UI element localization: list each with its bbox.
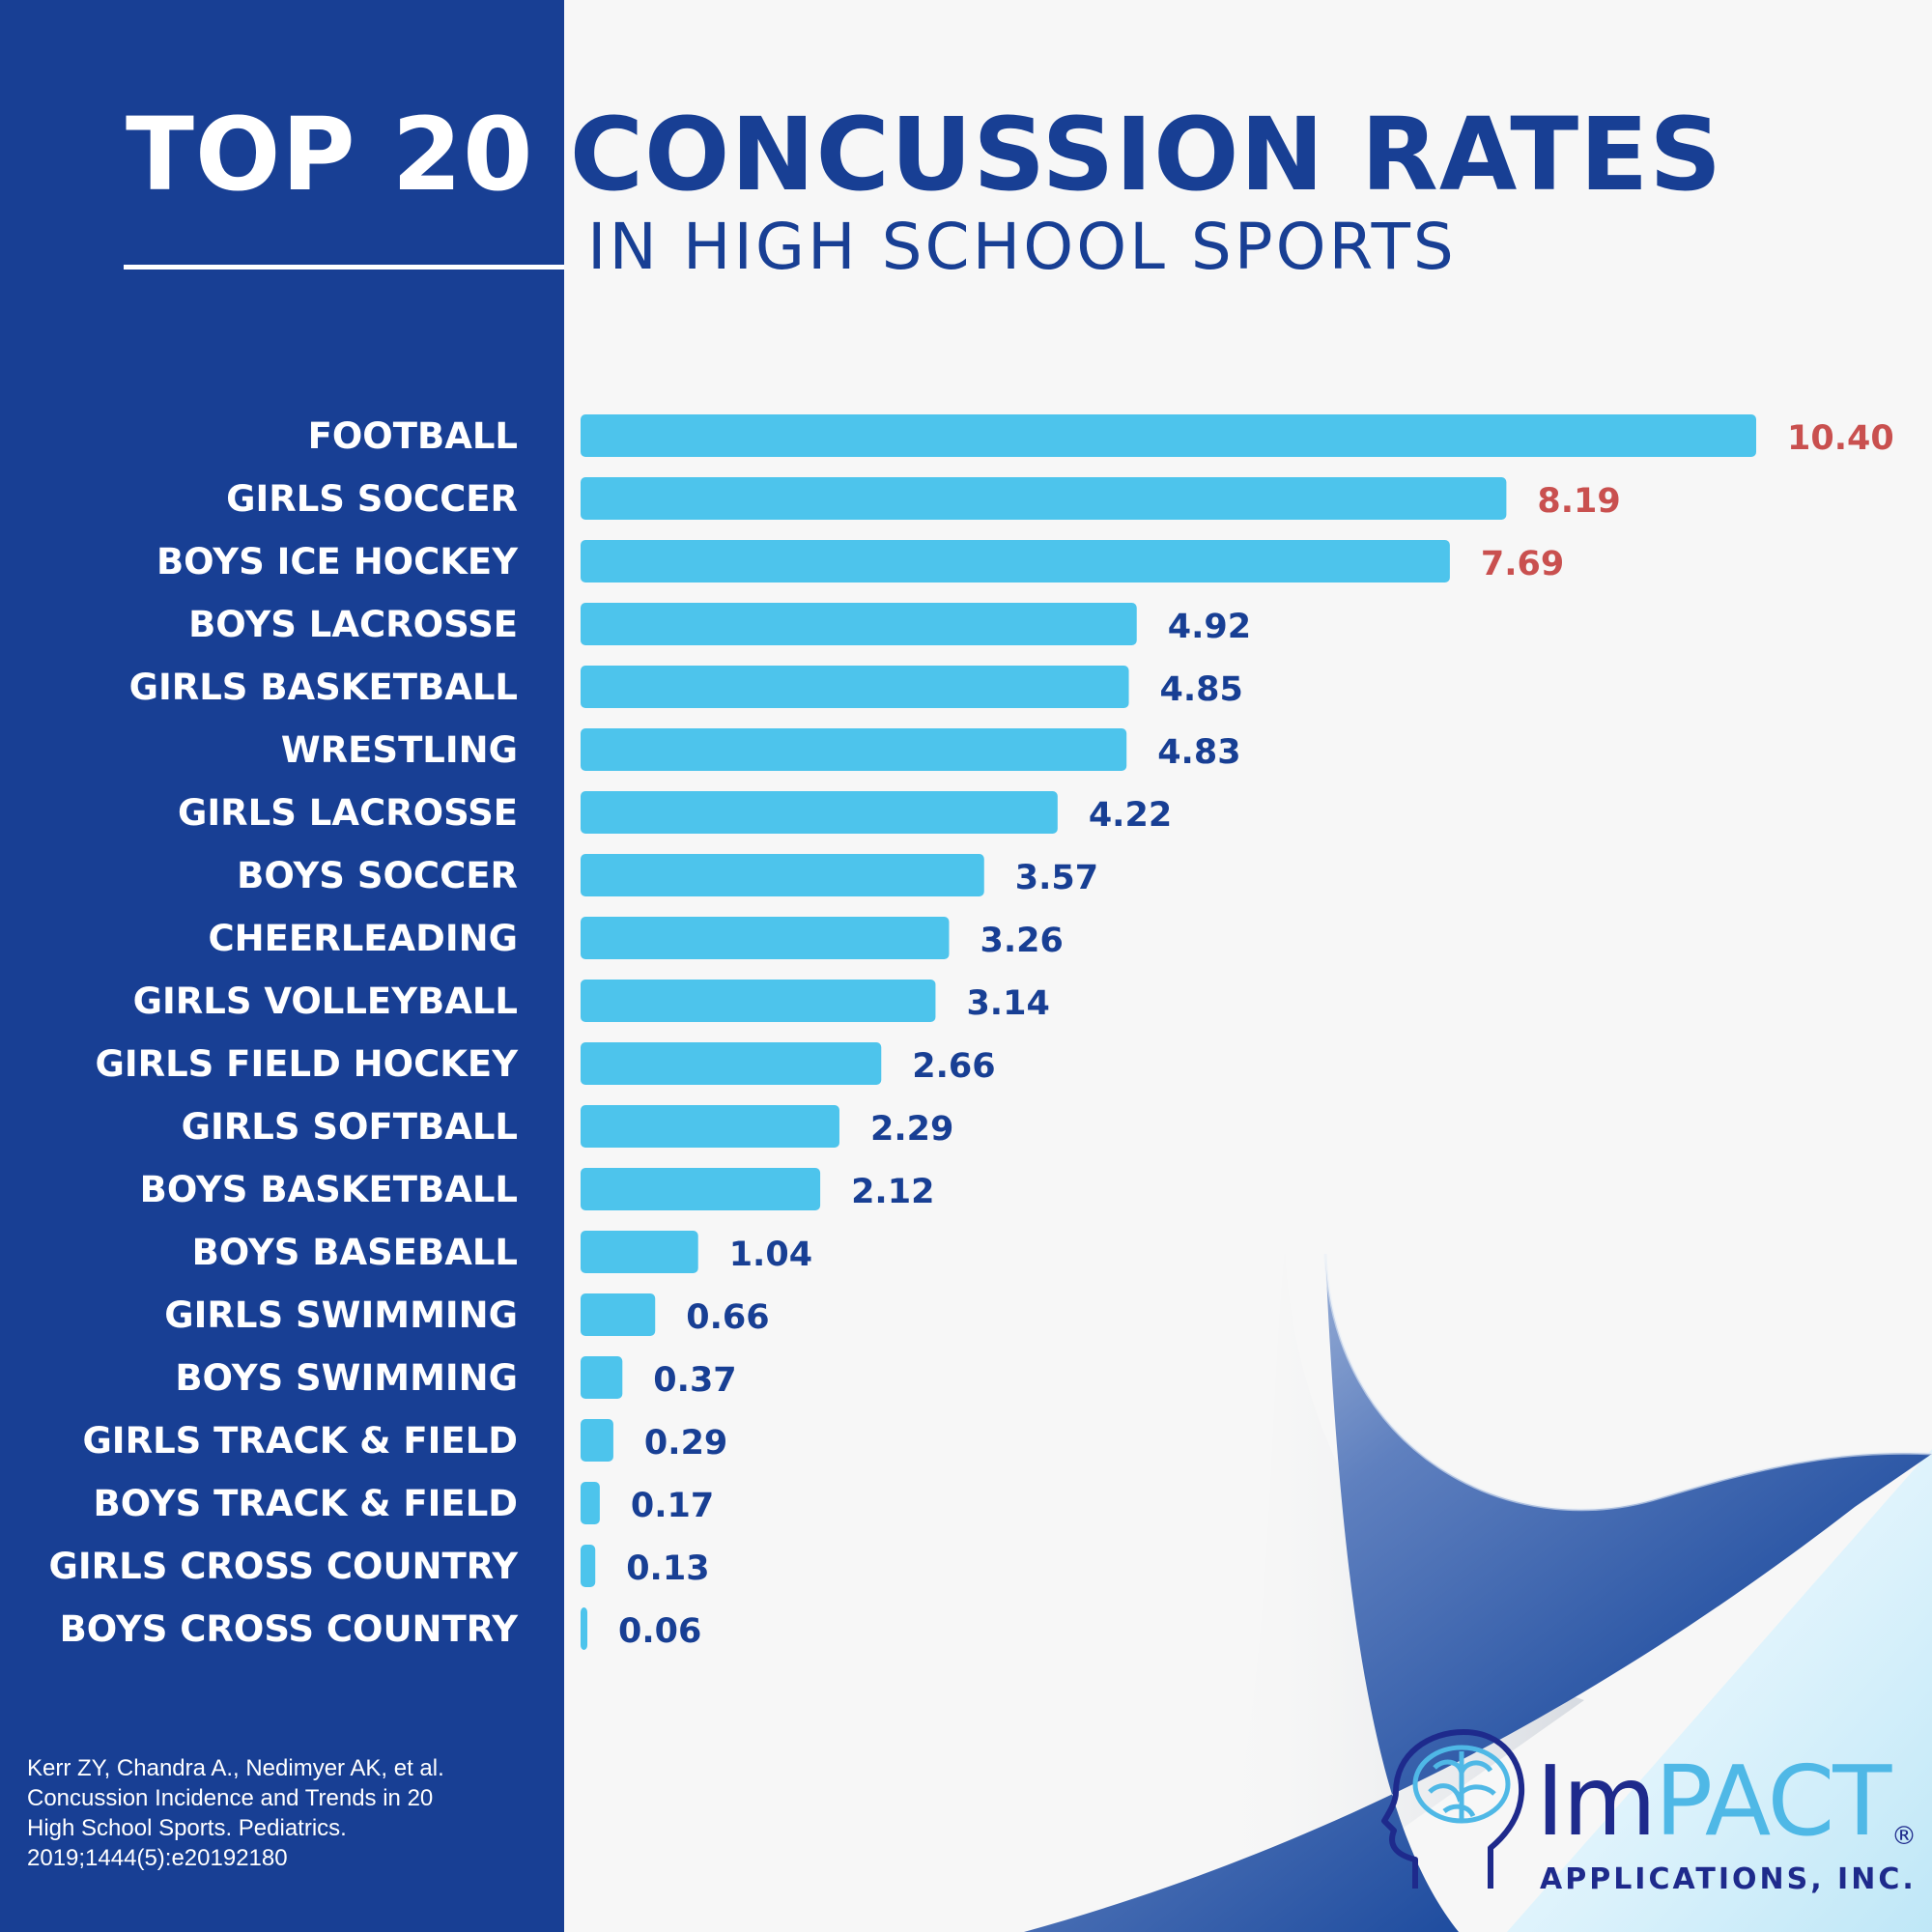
head-brain-icon — [1381, 1729, 1525, 1889]
bar — [581, 854, 984, 896]
title-part-1: TOP 20 — [126, 96, 534, 213]
page-title: TOP 20 CONCUSSION RATES — [126, 101, 1722, 208]
category-label: FOOTBALL — [308, 415, 518, 457]
value-label: 0.29 — [644, 1424, 727, 1463]
bar — [581, 477, 1507, 520]
category-label: GIRLS CROSS COUNTRY — [49, 1546, 520, 1587]
value-label: 0.66 — [686, 1298, 769, 1337]
category-label: GIRLS TRACK & FIELD — [82, 1420, 518, 1462]
value-label: 0.13 — [626, 1549, 709, 1588]
category-label: BOYS BASEBALL — [192, 1232, 518, 1273]
bar — [581, 1105, 839, 1148]
bar — [581, 1545, 596, 1587]
bar — [581, 1293, 656, 1336]
value-label: 4.85 — [1160, 670, 1243, 709]
value-label: 3.14 — [966, 984, 1049, 1023]
registered-mark: ® — [1891, 1822, 1917, 1851]
value-label: 2.12 — [851, 1173, 934, 1211]
value-label: 3.26 — [980, 922, 1063, 960]
value-label: 4.22 — [1089, 796, 1172, 835]
page-subtitle: IN HIGH SCHOOL SPORTS — [587, 210, 1457, 284]
bar — [581, 666, 1129, 708]
category-label: WRESTLING — [281, 729, 518, 771]
logo-wordmark: ImPACT — [1536, 1745, 1891, 1858]
category-label: GIRLS SWIMMING — [164, 1294, 518, 1336]
bar — [581, 1168, 821, 1210]
category-label: BOYS SOCCER — [237, 855, 518, 896]
logo-word-im: Im — [1536, 1745, 1657, 1858]
bar — [581, 540, 1450, 582]
bar — [581, 414, 1756, 457]
category-label: BOYS SWIMMING — [175, 1357, 518, 1399]
category-label: BOYS LACROSSE — [188, 604, 518, 645]
title-part-2: CONCUSSION RATES — [569, 96, 1723, 213]
category-label: BOYS CROSS COUNTRY — [60, 1608, 520, 1650]
category-label: GIRLS VOLLEYBALL — [133, 980, 518, 1022]
citation-line: Concussion Incidence and Trends in 20 — [27, 1785, 434, 1811]
value-label: 4.83 — [1157, 733, 1240, 772]
bar — [581, 1231, 698, 1273]
category-label: GIRLS BASKETBALL — [129, 667, 518, 708]
bar — [581, 980, 936, 1022]
value-label: 2.66 — [912, 1047, 995, 1086]
bar — [581, 1419, 613, 1462]
category-label: GIRLS SOCCER — [226, 478, 518, 520]
bar — [581, 728, 1127, 771]
value-label: 0.37 — [653, 1361, 736, 1400]
logo-word-pact: PACT — [1654, 1745, 1891, 1858]
value-label: 7.69 — [1481, 545, 1564, 583]
left-panel — [0, 0, 564, 1932]
citation-line: Kerr ZY, Chandra A., Nedimyer AK, et al. — [27, 1755, 444, 1781]
category-label: BOYS TRACK & FIELD — [94, 1483, 518, 1524]
value-label: 1.04 — [729, 1236, 812, 1274]
value-label: 0.06 — [618, 1612, 701, 1651]
value-label: 2.29 — [870, 1110, 953, 1149]
title-divider — [124, 265, 564, 270]
curl-front — [1024, 1254, 1932, 1932]
category-label: BOYS ICE HOCKEY — [156, 541, 519, 582]
logo-subtitle: APPLICATIONS, INC. — [1540, 1862, 1917, 1896]
value-label: 10.40 — [1787, 419, 1894, 458]
citation-line: High School Sports. Pediatrics. — [27, 1815, 347, 1841]
value-label: 0.17 — [631, 1487, 714, 1525]
bar — [581, 791, 1058, 834]
value-label: 3.57 — [1015, 859, 1098, 897]
citation-line: 2019;1444(5):e20192180 — [27, 1845, 288, 1871]
category-label: GIRLS FIELD HOCKEY — [95, 1043, 519, 1085]
category-label: CHEERLEADING — [209, 918, 518, 959]
bar — [581, 917, 950, 959]
bar — [581, 1482, 600, 1524]
category-label: GIRLS SOFTBALL — [182, 1106, 518, 1148]
category-label: GIRLS LACROSSE — [178, 792, 518, 834]
category-label: BOYS BASKETBALL — [140, 1169, 518, 1210]
bar — [581, 1607, 588, 1650]
value-label: 4.92 — [1168, 608, 1251, 646]
curl-back-page — [1507, 1449, 1932, 1932]
citation: Kerr ZY, Chandra A., Nedimyer AK, et al.… — [27, 1753, 549, 1873]
bar — [581, 603, 1137, 645]
value-label: 8.19 — [1537, 482, 1620, 521]
curl-edge — [1323, 1253, 1932, 1512]
bar — [581, 1356, 623, 1399]
bar — [581, 1042, 882, 1085]
